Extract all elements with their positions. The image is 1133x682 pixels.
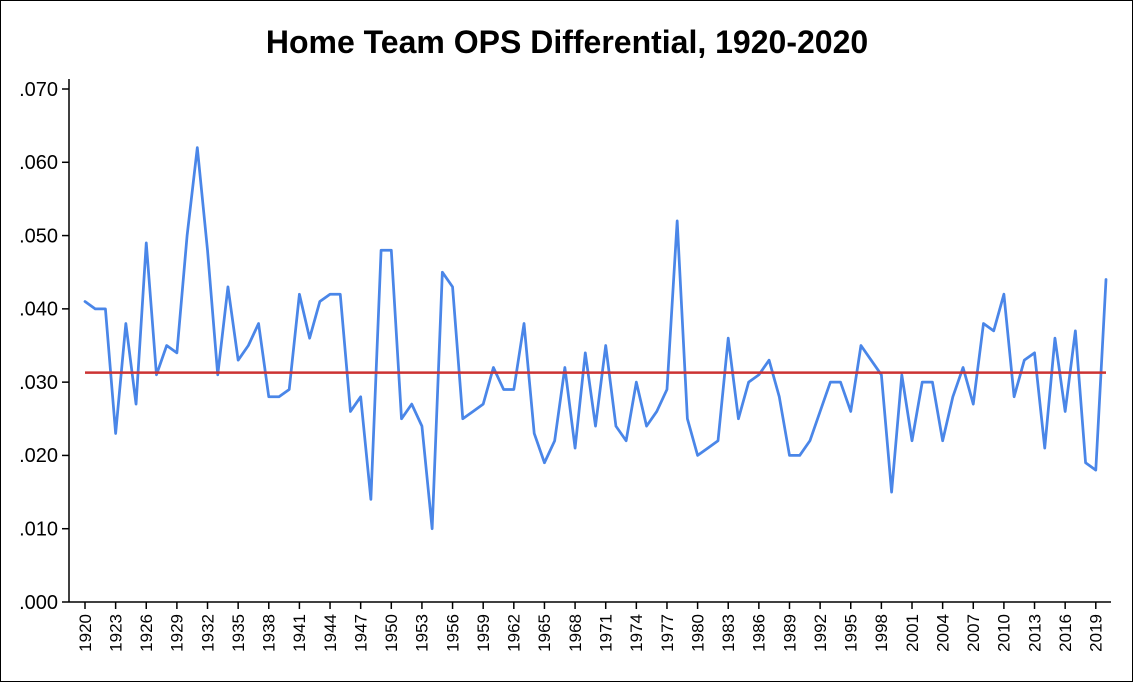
x-tick-label: 1926: [137, 614, 156, 652]
y-tick-label: .050: [19, 225, 58, 247]
x-tick-label: 1977: [658, 614, 677, 652]
x-tick-label: 2010: [995, 614, 1014, 652]
x-tick-label: 2007: [964, 614, 983, 652]
x-tick-label: 2004: [933, 614, 952, 652]
x-tick-label: 1980: [688, 614, 707, 652]
x-tick-label: 1947: [351, 614, 370, 652]
x-tick-label: 2013: [1025, 614, 1044, 652]
x-tick-label: 1920: [76, 614, 95, 652]
x-tick-label: 1950: [382, 614, 401, 652]
y-tick-label: .000: [19, 592, 58, 614]
x-tick-label: 2001: [903, 614, 922, 652]
y-tick-label: .060: [19, 152, 58, 174]
x-tick-label: 1968: [566, 614, 585, 652]
x-tick-label: 1998: [872, 614, 891, 652]
x-tick-label: 1941: [290, 614, 309, 652]
y-tick-label: .020: [19, 445, 58, 467]
ops-differential-series-line: [83, 146, 1108, 531]
x-tick-label: 1965: [535, 614, 554, 652]
y-tick-label: .070: [19, 79, 58, 101]
x-tick-label: 1986: [750, 614, 769, 652]
x-tick-label: 1956: [443, 614, 462, 652]
chart-title: Home Team OPS Differential, 1920-2020: [266, 24, 868, 60]
x-tick-label: 2019: [1087, 614, 1106, 652]
x-tick-label: 1932: [198, 614, 217, 652]
x-tick-label: 1983: [719, 614, 738, 652]
x-tick-label: 1995: [842, 614, 861, 652]
y-tick-label: .040: [19, 299, 58, 321]
x-tick-label: 1938: [260, 614, 279, 652]
x-tick-label: 1935: [229, 614, 248, 652]
x-tick-label: 1971: [596, 614, 615, 652]
x-tick-label: 2016: [1056, 614, 1075, 652]
x-tick-label: 1944: [321, 614, 340, 652]
x-tick-label: 1959: [474, 614, 493, 652]
x-tick-label: 1974: [627, 614, 646, 652]
y-tick-label: .010: [19, 519, 58, 541]
x-tick-label: 1992: [811, 614, 830, 652]
x-tick-label: 1929: [168, 614, 187, 652]
x-tick-label: 1923: [106, 614, 125, 652]
x-tick-label: 1962: [505, 614, 524, 652]
x-tick-label: 1989: [780, 614, 799, 652]
y-tick-label: .030: [19, 372, 58, 394]
x-tick-label: 1953: [413, 614, 432, 652]
